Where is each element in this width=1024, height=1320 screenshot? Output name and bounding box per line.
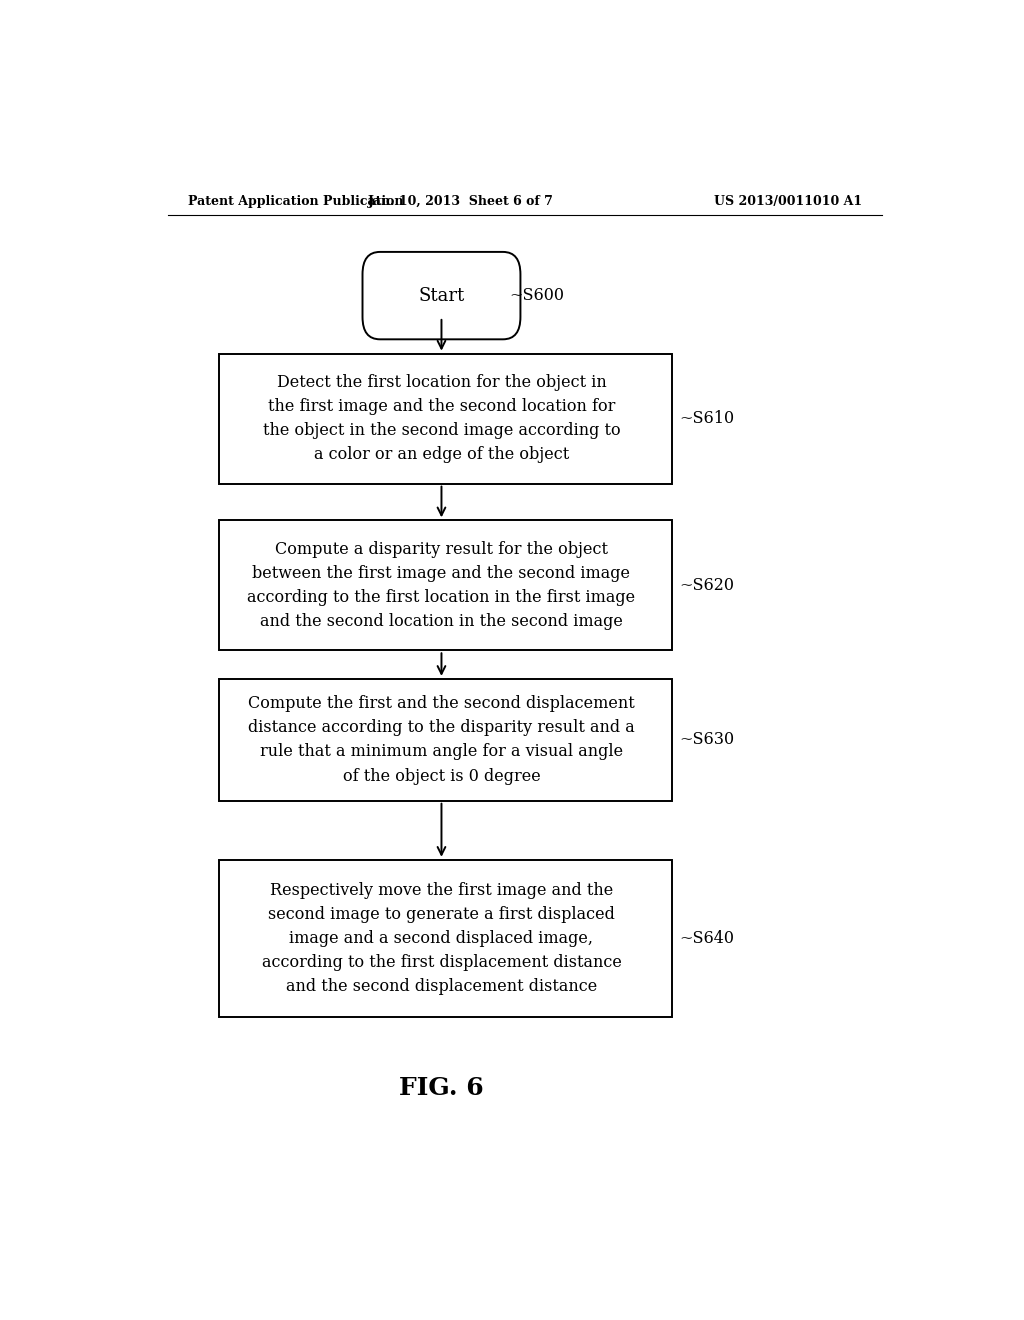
Bar xyxy=(219,520,672,651)
Text: ~S620: ~S620 xyxy=(680,577,734,594)
FancyBboxPatch shape xyxy=(362,252,520,339)
Bar xyxy=(219,354,672,483)
Text: ~S600: ~S600 xyxy=(509,288,564,304)
Text: Jan. 10, 2013  Sheet 6 of 7: Jan. 10, 2013 Sheet 6 of 7 xyxy=(369,194,554,207)
Text: Respectively move the first image and the
second image to generate a first displ: Respectively move the first image and th… xyxy=(261,882,622,995)
Text: ~S630: ~S630 xyxy=(680,731,734,748)
Text: ~S610: ~S610 xyxy=(680,411,734,428)
Text: FIG. 6: FIG. 6 xyxy=(399,1076,483,1101)
Text: Start: Start xyxy=(419,286,465,305)
Text: ~S640: ~S640 xyxy=(680,931,734,946)
Bar xyxy=(219,859,672,1018)
Text: Patent Application Publication: Patent Application Publication xyxy=(187,194,403,207)
Text: Compute the first and the second displacement
distance according to the disparit: Compute the first and the second displac… xyxy=(248,696,635,784)
Text: Detect the first location for the object in
the first image and the second locat: Detect the first location for the object… xyxy=(263,374,621,463)
Text: US 2013/0011010 A1: US 2013/0011010 A1 xyxy=(714,194,862,207)
Bar xyxy=(219,678,672,801)
Text: Compute a disparity result for the object
between the first image and the second: Compute a disparity result for the objec… xyxy=(248,541,636,630)
